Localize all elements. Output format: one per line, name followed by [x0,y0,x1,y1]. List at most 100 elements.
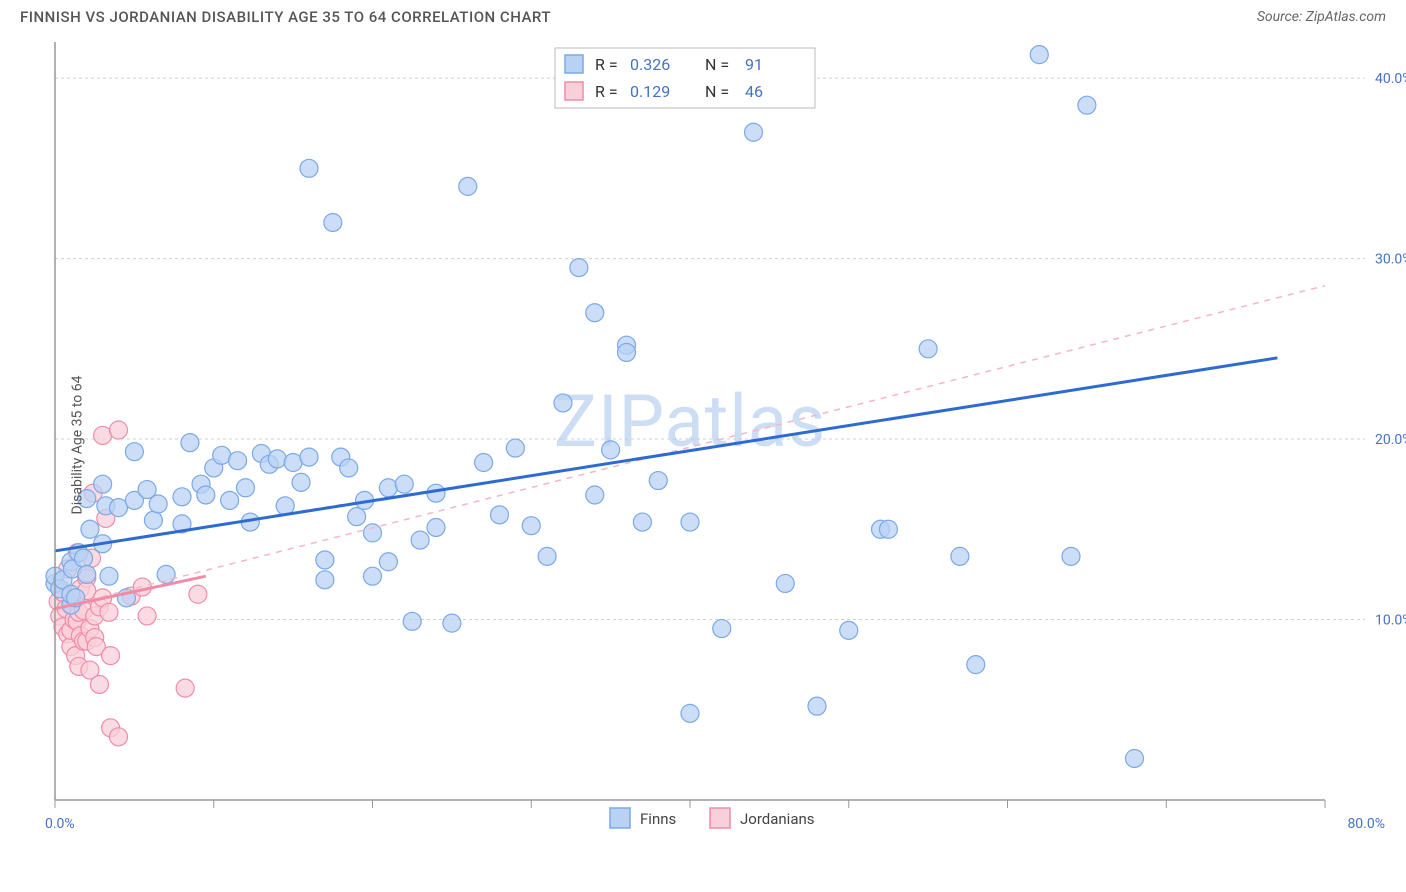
data-point [475,454,493,472]
data-point [268,450,286,468]
data-point [157,565,175,583]
data-point [618,343,636,361]
data-point [1126,749,1144,767]
x-tick-label: 0.0% [45,816,75,832]
x-tick-label: 80.0% [1347,816,1385,832]
data-point [395,475,413,493]
data-point [586,304,604,322]
data-point [138,607,156,625]
stats-r-label: R = [595,82,618,101]
data-point [602,441,620,459]
legend-swatch-jordanians [565,82,583,100]
stats-r-value: 0.129 [630,82,670,101]
data-point [300,448,318,466]
data-point [81,520,99,538]
data-point [967,656,985,674]
data-point [213,446,231,464]
stats-n-value: 46 [745,82,763,101]
chart-container: Disability Age 35 to 64 10.0%20.0%30.0%4… [0,30,1406,860]
data-point [110,499,128,517]
data-point [745,123,763,141]
data-point [681,704,699,722]
data-point [100,567,118,585]
chart-source: Source: ZipAtlas.com [1257,9,1386,25]
data-point [110,421,128,439]
data-point [649,472,667,490]
data-point [316,571,334,589]
data-point [1062,547,1080,565]
y-tick-label: 10.0% [1375,613,1406,629]
data-point [348,508,366,526]
data-point [292,473,310,491]
data-point [443,614,461,632]
legend-swatch-jordanians [710,808,730,828]
data-point [316,551,334,569]
data-point [776,574,794,592]
data-point [78,565,96,583]
data-point [94,426,112,444]
stats-n-value: 91 [745,55,763,74]
stats-r-value: 0.326 [630,55,670,74]
data-point [491,506,509,524]
scatter-chart: 10.0%20.0%30.0%40.0%ZIPatlas0.0%80.0%Fin… [0,30,1406,860]
y-tick-label: 30.0% [1375,252,1406,268]
data-point [324,213,342,231]
data-point [713,620,731,638]
data-point [570,259,588,277]
data-point [681,513,699,531]
data-point [181,434,199,452]
data-point [173,488,191,506]
data-point [100,603,118,621]
data-point [189,585,207,603]
data-point [94,475,112,493]
data-point [808,697,826,715]
data-point [110,728,128,746]
data-point [75,549,93,567]
data-point [125,443,143,461]
data-point [840,621,858,639]
data-point [1078,96,1096,114]
legend-swatch-finns [610,808,630,828]
data-point [144,511,162,529]
data-point [284,454,302,472]
legend-label: Jordanians [740,810,815,828]
data-point [538,547,556,565]
legend-label: Finns [640,810,676,828]
data-point [149,495,167,513]
stats-r-label: R = [595,55,618,74]
data-point [379,479,397,497]
data-point [176,679,194,697]
data-point [197,486,215,504]
stats-box [555,48,815,108]
y-tick-label: 20.0% [1375,432,1406,448]
data-point [90,675,108,693]
data-point [364,567,382,585]
data-point [951,547,969,565]
data-point [633,513,651,531]
stats-n-label: N = [705,55,729,74]
chart-title: FINNISH VS JORDANIAN DISABILITY AGE 35 T… [20,8,551,26]
data-point [1030,46,1048,64]
data-point [229,452,247,470]
data-point [411,531,429,549]
data-point [102,647,120,665]
data-point [586,486,604,504]
data-point [340,459,358,477]
data-point [919,340,937,358]
data-point [506,439,524,457]
y-axis-label: Disability Age 35 to 64 [69,376,85,515]
data-point [237,479,255,497]
data-point [364,524,382,542]
data-point [221,491,239,509]
data-point [522,517,540,535]
data-point [879,520,897,538]
legend-swatch-finns [565,55,583,73]
y-tick-label: 40.0% [1375,71,1406,87]
chart-header: FINNISH VS JORDANIAN DISABILITY AGE 35 T… [0,0,1406,30]
data-point [554,394,572,412]
data-point [300,159,318,177]
stats-n-label: N = [705,82,729,101]
data-point [403,612,421,630]
data-point [379,553,397,571]
data-point [459,177,477,195]
